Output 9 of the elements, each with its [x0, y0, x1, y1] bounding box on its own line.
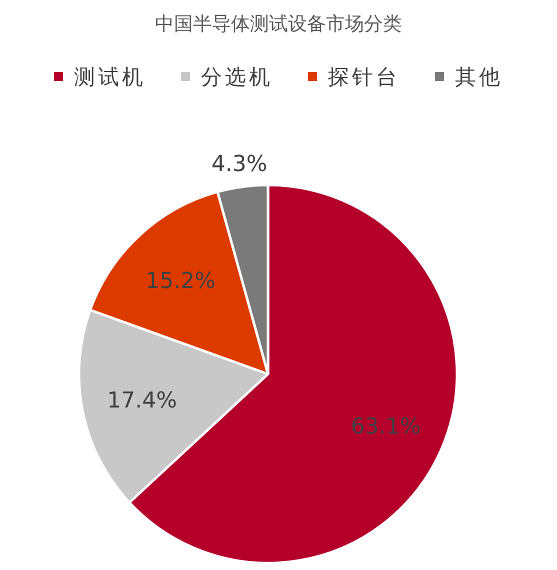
data-label: 4.3% [211, 152, 268, 177]
data-label: 63.1% [350, 414, 421, 440]
data-label: 17.4% [107, 388, 178, 414]
legend-label: 分选机 [201, 65, 273, 89]
chart-title: 中国半导体测试设备市场分类 [155, 13, 402, 35]
data-label: 15.2% [146, 268, 216, 294]
legend-label: 测试机 [74, 65, 146, 89]
legend-label: 探针台 [328, 65, 400, 89]
legend-label: 其他 [455, 65, 503, 89]
